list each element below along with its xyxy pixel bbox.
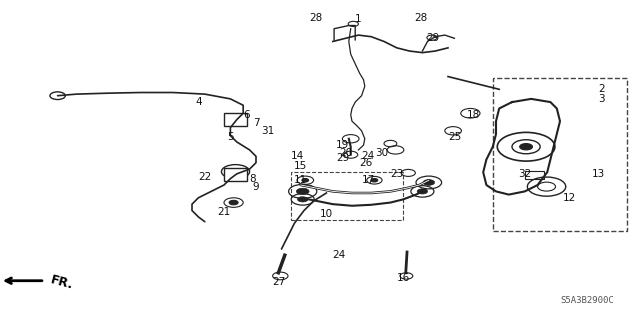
Text: 19: 19 <box>336 140 349 150</box>
Text: 17: 17 <box>362 175 374 185</box>
Circle shape <box>302 179 308 182</box>
Circle shape <box>417 189 428 194</box>
Text: 16: 16 <box>397 272 410 283</box>
Circle shape <box>296 188 309 195</box>
Text: 2: 2 <box>598 84 605 94</box>
Text: 5: 5 <box>227 132 234 142</box>
Circle shape <box>520 144 532 150</box>
Text: 32: 32 <box>518 169 531 179</box>
Text: 29: 29 <box>427 33 440 43</box>
Text: FR.: FR. <box>49 273 75 292</box>
Text: 27: 27 <box>272 277 285 287</box>
Text: 9: 9 <box>253 182 259 192</box>
Text: 14: 14 <box>291 151 304 161</box>
Text: 11: 11 <box>294 175 307 185</box>
Bar <box>291 172 403 220</box>
Text: 24: 24 <box>333 250 346 260</box>
Text: 12: 12 <box>563 193 576 203</box>
Text: 15: 15 <box>294 161 307 171</box>
Bar <box>224 168 247 181</box>
Text: 4: 4 <box>195 97 202 107</box>
Text: S5A3B2900C: S5A3B2900C <box>561 296 614 305</box>
Circle shape <box>423 180 435 185</box>
Text: 8: 8 <box>250 174 256 184</box>
Circle shape <box>371 179 378 182</box>
Circle shape <box>229 200 238 205</box>
Text: 3: 3 <box>598 94 605 104</box>
Text: 30: 30 <box>376 148 388 158</box>
Text: 1: 1 <box>355 14 362 24</box>
Text: 10: 10 <box>320 209 333 219</box>
Bar <box>224 113 247 126</box>
Text: 29: 29 <box>336 153 349 163</box>
Bar <box>525 171 544 179</box>
Text: 28: 28 <box>415 12 428 23</box>
Text: 13: 13 <box>592 169 605 179</box>
Text: 28: 28 <box>309 12 322 23</box>
Text: 25: 25 <box>448 132 461 142</box>
Text: 18: 18 <box>467 110 480 120</box>
Text: 7: 7 <box>253 118 259 128</box>
Text: 24: 24 <box>362 151 374 161</box>
Text: 20: 20 <box>339 148 352 158</box>
Text: 21: 21 <box>218 207 230 217</box>
Bar <box>493 78 627 231</box>
Text: 22: 22 <box>198 172 211 182</box>
Text: 31: 31 <box>261 126 274 136</box>
Text: 6: 6 <box>243 110 250 120</box>
Circle shape <box>298 197 308 202</box>
Text: 26: 26 <box>360 158 372 168</box>
Text: 23: 23 <box>390 169 403 179</box>
